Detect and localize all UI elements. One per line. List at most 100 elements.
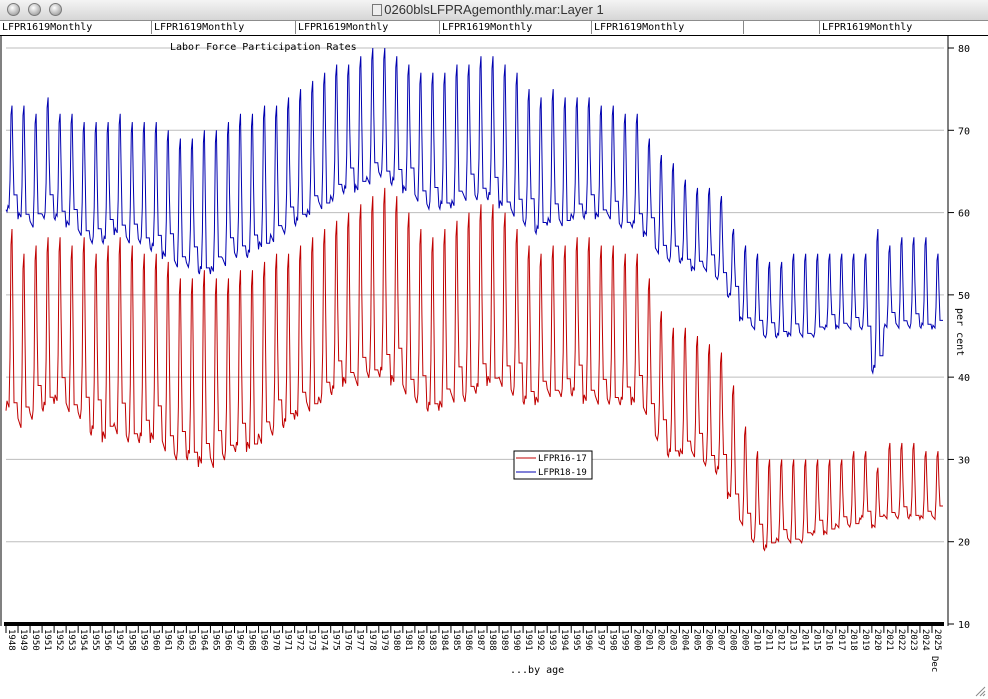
x-tick-label: 2021 xyxy=(884,629,894,651)
x-tick-label: 2000 xyxy=(631,629,641,651)
y-tick-label: 40 xyxy=(958,373,970,384)
x-tick-label: 1985 xyxy=(451,629,461,651)
x-tick-label: 1987 xyxy=(475,629,485,651)
x-tick-label: 2009 xyxy=(740,629,750,651)
x-tick-label: 2016 xyxy=(824,629,834,651)
x-tick-label: 1989 xyxy=(499,629,509,651)
series-tab-bar: LFPR1619Monthly LFPR1619Monthly LFPR1619… xyxy=(0,21,988,36)
x-tick-label: 2017 xyxy=(836,629,846,651)
x-tick-label: 1948 xyxy=(6,629,16,651)
grid-lines xyxy=(6,47,944,543)
y-tick-label: 20 xyxy=(958,538,970,549)
x-tick-label: 2001 xyxy=(643,629,653,651)
y-tick-label: 10 xyxy=(958,620,970,631)
series-tab[interactable]: LFPR1619Monthly xyxy=(296,21,440,34)
x-tick-label: 1958 xyxy=(126,629,136,651)
x-tick-label: 1991 xyxy=(523,629,533,651)
x-tick-label: 2008 xyxy=(728,629,738,651)
y-tick-label: 60 xyxy=(958,209,970,220)
x-tick-label: 2011 xyxy=(764,629,774,651)
y-tick-label: 50 xyxy=(958,291,970,302)
y-tick-label: 80 xyxy=(958,44,970,55)
x-tick-label: 1977 xyxy=(355,629,365,651)
x-tick-label: 1984 xyxy=(439,629,449,651)
series-tab[interactable]: LFPR1619Monthly xyxy=(152,21,296,34)
window-title: 0260blsLFPRAgemonthly.mar:Layer 1 xyxy=(384,2,604,17)
x-tick-label: 1951 xyxy=(42,629,52,651)
y-axis-label: per cent xyxy=(954,308,965,356)
x-tick-label: 2020 xyxy=(872,629,882,651)
x-tick-label: 2013 xyxy=(788,629,798,651)
close-window-icon[interactable] xyxy=(7,3,20,16)
x-tick-label: 2002 xyxy=(655,629,665,651)
x-tick-label: 1992 xyxy=(535,629,545,651)
x-tick-label: 1954 xyxy=(78,629,88,651)
x-tick-label: 1995 xyxy=(571,629,581,651)
x-tick-label: 2025 xyxy=(932,629,942,651)
x-tick-label: 1967 xyxy=(235,629,245,651)
x-tick-label: 1956 xyxy=(102,629,112,651)
x-tick-label: 1976 xyxy=(343,629,353,651)
x-tick-label: 1975 xyxy=(331,629,341,651)
x-tick-label: 1965 xyxy=(210,629,220,651)
x-tick-label: 1971 xyxy=(283,629,293,651)
x-tick-label: 1996 xyxy=(583,629,593,651)
series-line-lfpr18-19 xyxy=(5,47,943,375)
x-tick-label: 1953 xyxy=(66,629,76,651)
x-tick-label: 2023 xyxy=(908,629,918,651)
x-tick-label: 1950 xyxy=(30,629,40,651)
zoom-window-icon[interactable] xyxy=(49,3,62,16)
x-tick-label: 1960 xyxy=(150,629,160,651)
x-axis-ticks: 1948 1949 1950 1951 1952 1953 1954 1955 1956 1957… xyxy=(5,626,942,672)
lfpr-chart: 10 20 30 40 50 60 70 80 per cent Labor Force Pa… xyxy=(0,36,970,676)
x-tick-label: 1990 xyxy=(511,629,521,651)
x-tick-label: 1949 xyxy=(18,629,28,651)
series-tab[interactable]: LFPR1619Monthly xyxy=(822,22,913,33)
x-tick-label: 1988 xyxy=(487,629,497,651)
x-tick-label: 1974 xyxy=(319,629,329,651)
title-bar: 0260blsLFPRAgemonthly.mar:Layer 1 xyxy=(0,0,988,21)
x-tick-label: 2005 xyxy=(692,629,702,651)
legend-box xyxy=(513,450,593,480)
x-tick-label: 1963 xyxy=(186,629,196,651)
x-tick-label: 1980 xyxy=(391,629,401,651)
series-tab[interactable]: LFPR1619Monthly xyxy=(440,21,592,34)
x-tick-label: 1968 xyxy=(247,629,257,651)
x-tick-label: 1961 xyxy=(162,629,172,651)
x-tick-label: 1993 xyxy=(547,629,557,651)
x-tick-label: 1952 xyxy=(54,629,64,651)
series-tab[interactable] xyxy=(744,21,820,34)
y-tick-label: 70 xyxy=(958,126,970,137)
x-tick-label: 1972 xyxy=(295,629,305,651)
x-tick-label: 1959 xyxy=(138,629,148,651)
resize-grip-icon[interactable] xyxy=(974,685,986,697)
series-lines xyxy=(5,47,943,552)
x-tick-label: 1986 xyxy=(463,629,473,651)
x-tick-label: 2024 xyxy=(920,629,930,651)
x-tick-label: 2006 xyxy=(704,629,714,651)
x-axis-bar xyxy=(4,622,944,626)
series-line-lfpr16-17 xyxy=(5,187,943,552)
x-tick-label: 1979 xyxy=(379,629,389,651)
x-tick-label: 1969 xyxy=(259,629,269,651)
series-tab[interactable]: LFPR1619Monthly xyxy=(0,21,152,34)
x-tick-label: 2010 xyxy=(752,629,762,651)
x-tick-label: 1981 xyxy=(403,629,413,651)
series-tab[interactable]: LFPR1619Monthly xyxy=(592,21,744,34)
x-tick-label: 1955 xyxy=(90,629,100,651)
x-tick-label: 1962 xyxy=(174,629,184,651)
x-tick-label: 1999 xyxy=(619,629,629,651)
minimize-window-icon[interactable] xyxy=(28,3,41,16)
x-axis-label: ...by age xyxy=(510,665,564,676)
x-tick-label: 2018 xyxy=(848,629,858,651)
legend-label-lfpr18-19: LFPR18-19 xyxy=(538,468,587,478)
x-tick-label: 1982 xyxy=(415,629,425,651)
x-tick-label: 2015 xyxy=(812,629,822,651)
x-tick-label: 2019 xyxy=(860,629,870,651)
x-tick-label: 1998 xyxy=(607,629,617,651)
y-axis-ticks: 10 20 30 40 50 60 70 80 xyxy=(948,44,970,631)
legend: LFPR16-17 LFPR18-19 xyxy=(513,450,593,480)
y-tick-label: 30 xyxy=(958,455,970,466)
x-tick-label: 1966 xyxy=(223,629,233,651)
x-tick-label: 2004 xyxy=(679,629,689,651)
